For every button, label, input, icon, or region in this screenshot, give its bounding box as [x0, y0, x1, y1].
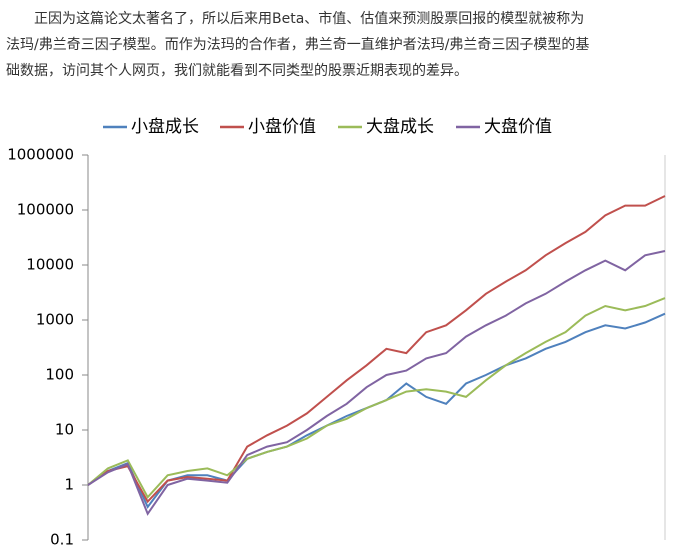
series-line	[87, 312, 666, 509]
y-tick-label: 1000000	[7, 146, 74, 164]
legend-label: 大盘价值	[484, 117, 552, 137]
paragraph-line: 础数据，访问其个人网页，我们就能看到不同类型的股票近期表现的差异。	[6, 63, 468, 79]
y-tick-label: 1	[64, 476, 74, 494]
paragraph-line: 正因为这篇论文太著名了，所以后来用Beta、市值、估值来预测股票回报的模型就被称…	[34, 11, 585, 27]
y-tick-label: 10	[55, 421, 74, 439]
legend-label: 大盘成长	[366, 117, 434, 137]
y-tick-label: 1000	[36, 311, 74, 329]
series-line	[87, 195, 666, 504]
y-tick-label: 10000	[26, 256, 74, 274]
series-line	[87, 250, 666, 516]
legend-label: 小盘价值	[248, 117, 316, 137]
y-tick-label: 100000	[17, 201, 74, 219]
series-line	[87, 297, 666, 499]
legend-label: 小盘成长	[131, 117, 199, 137]
y-tick-label: 100	[45, 366, 74, 384]
y-tick-label: 0.1	[50, 531, 74, 549]
paragraph-line: 法玛/弗兰奇三因子模型。而作为法玛的合作者，弗兰奇一直维护者法玛/弗兰奇三因子模…	[6, 37, 590, 53]
